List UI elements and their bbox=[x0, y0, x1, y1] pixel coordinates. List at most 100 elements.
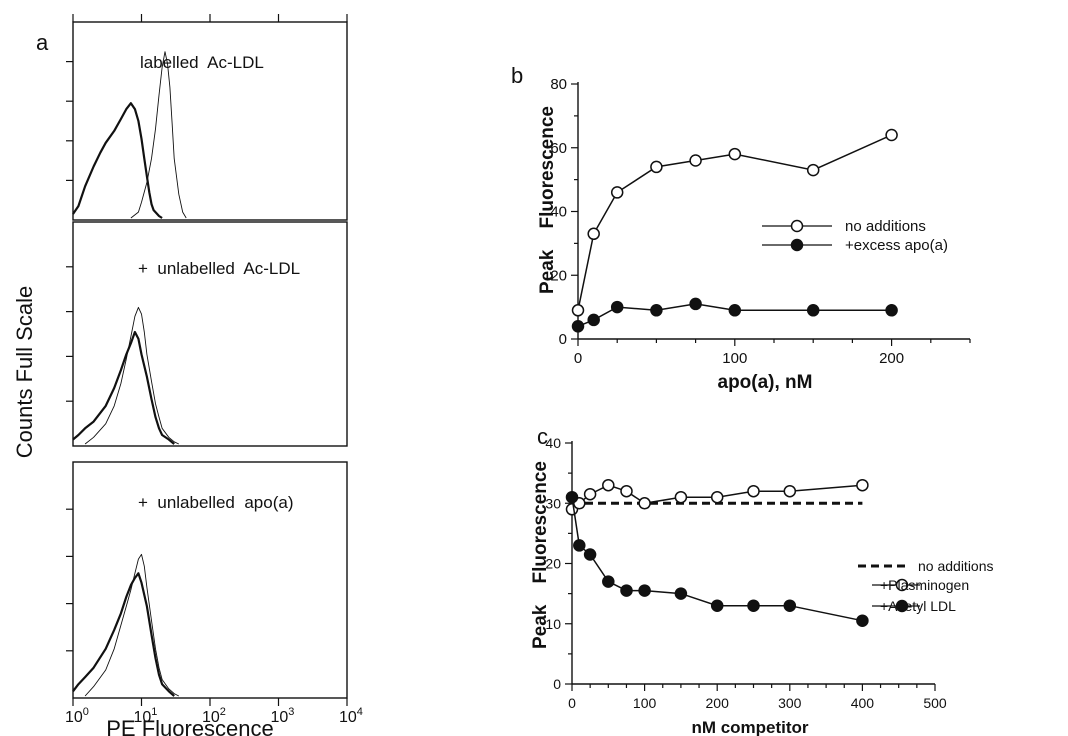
panel-b-legend-label-2: +excess apo(a) bbox=[845, 237, 948, 254]
panel-a-subplot-label-3: + unlabelled apo(a) bbox=[138, 493, 293, 512]
panel-c-series-2-point-6 bbox=[674, 587, 688, 600]
panel-c-legend-marker-3 bbox=[895, 599, 909, 613]
panel-b-y-tick-label-2: 40 bbox=[550, 204, 567, 221]
panel-b-series-0-point-1 bbox=[587, 227, 600, 241]
panel-b-series bbox=[571, 128, 898, 333]
panel-b-series-0-point-0 bbox=[571, 304, 585, 317]
panel-c: c Peak Fluorescence nM competitor 0 10 20 3… bbox=[530, 424, 994, 736]
panel-b-series-0-point-6 bbox=[806, 163, 820, 177]
panel-a-x-tick-label-0: 100 bbox=[65, 706, 89, 726]
panel-c-legend-label-2: +Plasminogen bbox=[880, 577, 969, 593]
panel-c-series-1-point-10 bbox=[856, 478, 869, 492]
panel-b-series-1-point-0 bbox=[571, 320, 585, 333]
panel-c-series-2-point-4 bbox=[620, 584, 633, 597]
panel-c-series-2-point-2 bbox=[583, 548, 597, 561]
panel-c-letter: c bbox=[537, 424, 548, 449]
panel-b-legend-marker-1 bbox=[790, 219, 804, 233]
panel-c-legend: no additions +Plasminogen +Acetyl LDL bbox=[858, 558, 994, 614]
panel-b-y-tick-label-1: 20 bbox=[550, 267, 567, 284]
panel-c-series-1-point-8 bbox=[747, 484, 760, 498]
panel-b-y-tick-label-0: 0 bbox=[559, 331, 567, 348]
panel-b-series-0-point-5 bbox=[728, 147, 742, 161]
panel-c-y-tick-label-3: 30 bbox=[545, 495, 561, 511]
panel-c-x-tick-label-2: 200 bbox=[706, 695, 730, 711]
panel-a-x-tick-label-3: 103 bbox=[271, 706, 295, 726]
panel-b-series-1-point-7 bbox=[885, 304, 898, 317]
panel-a-curves bbox=[72, 51, 187, 697]
panel-a-curve-0-thick bbox=[72, 102, 163, 219]
panel-c-x-tick-label-4: 400 bbox=[851, 695, 875, 711]
panel-b-axes: 0 20 40 60 80 0 100 200 bbox=[550, 76, 971, 367]
panel-c-x-tick-label-3: 300 bbox=[778, 695, 802, 711]
panel-a-x-tick-label-4: 104 bbox=[339, 706, 363, 726]
panel-c-series bbox=[565, 478, 869, 627]
panel-a: a labelled Ac-LDL + unlabelled Ac-LDL + … bbox=[12, 14, 363, 736]
panel-c-y-tick-label-2: 20 bbox=[545, 556, 561, 572]
panel-c-x-axis-label: nM competitor bbox=[691, 718, 808, 736]
panel-c-legend-label-1: no additions bbox=[918, 558, 994, 574]
panel-c-series-2-point-10 bbox=[856, 614, 869, 627]
panel-c-y-tick-label-0: 0 bbox=[553, 676, 561, 692]
panel-a-x-axis-label: PE Fluorescence bbox=[106, 716, 274, 736]
panel-a-subplot-label-2: + unlabelled Ac-LDL bbox=[138, 259, 300, 278]
panel-a-y-axis-label: Counts Full Scale bbox=[12, 286, 37, 458]
panel-a-letter: a bbox=[36, 30, 49, 55]
panel-c-series-1-point-9 bbox=[783, 484, 797, 498]
panel-b-series-1-point-5 bbox=[728, 304, 742, 317]
panel-b-series-0-point-3 bbox=[650, 160, 663, 174]
panel-b-legend: no additions +excess apo(a) bbox=[762, 218, 948, 254]
panel-c-x-tick-label-1: 100 bbox=[633, 695, 657, 711]
panel-b-series-1-point-4 bbox=[689, 297, 702, 311]
panel-b-series-1-point-1 bbox=[587, 313, 600, 327]
panel-b-series-1-point-3 bbox=[650, 304, 663, 317]
panel-c-series-1-point-3 bbox=[602, 478, 615, 492]
panel-c-legend-marker-2 bbox=[895, 578, 909, 592]
panel-c-series-1-point-5 bbox=[638, 497, 651, 510]
panel-a-curve-2-thick bbox=[72, 572, 175, 697]
panel-a-curve-0-thin bbox=[130, 51, 187, 219]
panel-c-x-tick-label-0: 0 bbox=[568, 695, 576, 711]
panel-b-x-tick-label-2: 200 bbox=[879, 350, 904, 367]
panel-a-curve-2-thin bbox=[84, 553, 180, 697]
panel-c-series-2-point-1 bbox=[573, 539, 586, 552]
panel-a-x-tick-label-2: 102 bbox=[202, 706, 226, 726]
panel-a-box-2 bbox=[72, 221, 348, 447]
panel-c-series-1-point-4 bbox=[620, 484, 633, 498]
panel-b-series-0-point-7 bbox=[885, 128, 898, 142]
panel-c-series-2-point-3 bbox=[602, 575, 615, 588]
panel-a-curve-1-thick bbox=[72, 330, 175, 445]
panel-a-curve-1-thin bbox=[84, 306, 179, 445]
panel-a-x-tick-label-1: 101 bbox=[134, 706, 158, 726]
panel-c-y-tick-label-4: 40 bbox=[545, 435, 561, 451]
panel-c-series-1-point-6 bbox=[674, 490, 688, 504]
panel-c-y-axis-label: Peak Fluorescence bbox=[530, 461, 551, 649]
panel-c-legend-label-3: +Acetyl LDL bbox=[880, 598, 956, 614]
panel-c-series-2-point-8 bbox=[747, 599, 760, 612]
panel-b-legend-label-1: no additions bbox=[845, 218, 926, 235]
panel-b-y-tick-label-4: 80 bbox=[550, 76, 567, 93]
panel-c-series-2-point-0 bbox=[565, 490, 579, 504]
panel-a-ticks: 100 101 102 103 104 bbox=[65, 14, 363, 726]
panel-b-letter: b bbox=[511, 63, 523, 88]
panel-c-series-1-point-7 bbox=[710, 490, 724, 504]
panel-c-series-2-point-7 bbox=[710, 599, 724, 612]
panel-b-x-tick-label-1: 100 bbox=[722, 350, 747, 367]
panel-b-legend-marker-2 bbox=[790, 238, 804, 252]
panel-c-x-tick-label-5: 500 bbox=[923, 695, 947, 711]
panel-c-series-1-point-2 bbox=[583, 487, 597, 501]
panel-b-series-0-line bbox=[577, 134, 892, 311]
panel-b-y-axis-label: Peak Fluorescence bbox=[537, 106, 558, 294]
panel-a-subplot-label-1: labelled Ac-LDL bbox=[140, 53, 264, 72]
panel-c-series-2-point-9 bbox=[783, 599, 797, 612]
panel-b-series-1-point-2 bbox=[610, 300, 624, 314]
panel-b: b Peak Fluorescence apo(a), nM 0 20 40 60 80… bbox=[511, 63, 971, 393]
panel-b-series-0-point-2 bbox=[610, 186, 624, 199]
panel-b-series-0-point-4 bbox=[689, 154, 702, 167]
panel-c-series-2-point-5 bbox=[638, 584, 651, 597]
panel-b-series-1-point-6 bbox=[806, 304, 820, 317]
panel-b-x-tick-label-0: 0 bbox=[574, 350, 582, 367]
panel-b-x-axis-label: apo(a), nM bbox=[718, 372, 813, 393]
panel-b-y-tick-label-3: 60 bbox=[550, 140, 567, 157]
